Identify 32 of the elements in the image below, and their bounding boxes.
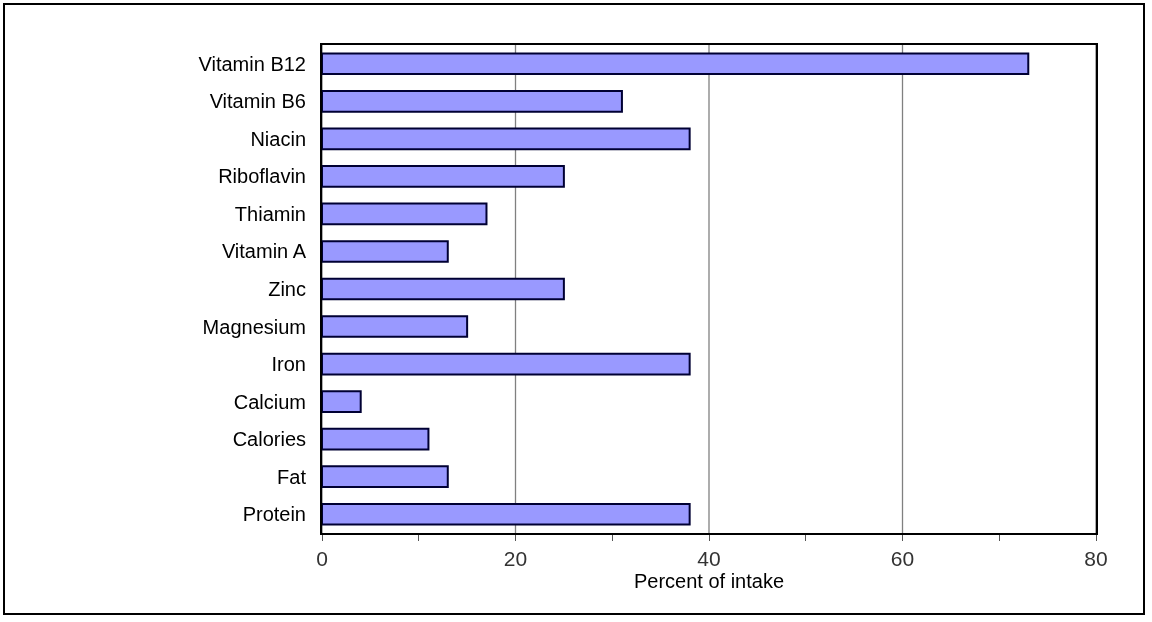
y-tick-label: Riboflavin xyxy=(218,165,306,188)
bar xyxy=(322,352,691,376)
y-tick-label: Vitamin B12 xyxy=(198,52,306,75)
bar xyxy=(322,390,362,413)
bar xyxy=(322,427,430,451)
y-tick-label: Calcium xyxy=(233,390,306,413)
x-tick-label: 20 xyxy=(503,547,528,571)
y-tick-label: Vitamin B6 xyxy=(209,90,306,113)
bar xyxy=(322,127,691,151)
x-tick-label: 0 xyxy=(316,547,328,571)
bar xyxy=(322,315,469,338)
bar xyxy=(322,502,691,526)
y-tick-label: Fat xyxy=(277,465,307,488)
x-tick-label: 80 xyxy=(1084,547,1108,571)
y-tick-label: Niacin xyxy=(250,127,306,150)
y-tick-label: Magnesium xyxy=(202,315,306,338)
bar xyxy=(322,240,449,263)
y-tick-label: Protein xyxy=(242,503,306,526)
bar xyxy=(322,165,565,188)
y-tick-label: Calories xyxy=(232,428,306,451)
y-tick-label: Iron xyxy=(271,353,306,376)
bar xyxy=(322,89,623,113)
bar xyxy=(322,465,449,489)
y-tick-label: Vitamin A xyxy=(221,240,307,263)
x-tick-label: 40 xyxy=(697,547,721,571)
x-axis-title: Percent of intake xyxy=(633,570,785,593)
bar xyxy=(322,52,1030,76)
y-tick-label: Zinc xyxy=(268,278,306,300)
bar xyxy=(322,202,488,226)
bar xyxy=(322,277,565,301)
y-tick-label: Thiamin xyxy=(234,202,306,225)
x-tick-label: 60 xyxy=(890,547,915,571)
